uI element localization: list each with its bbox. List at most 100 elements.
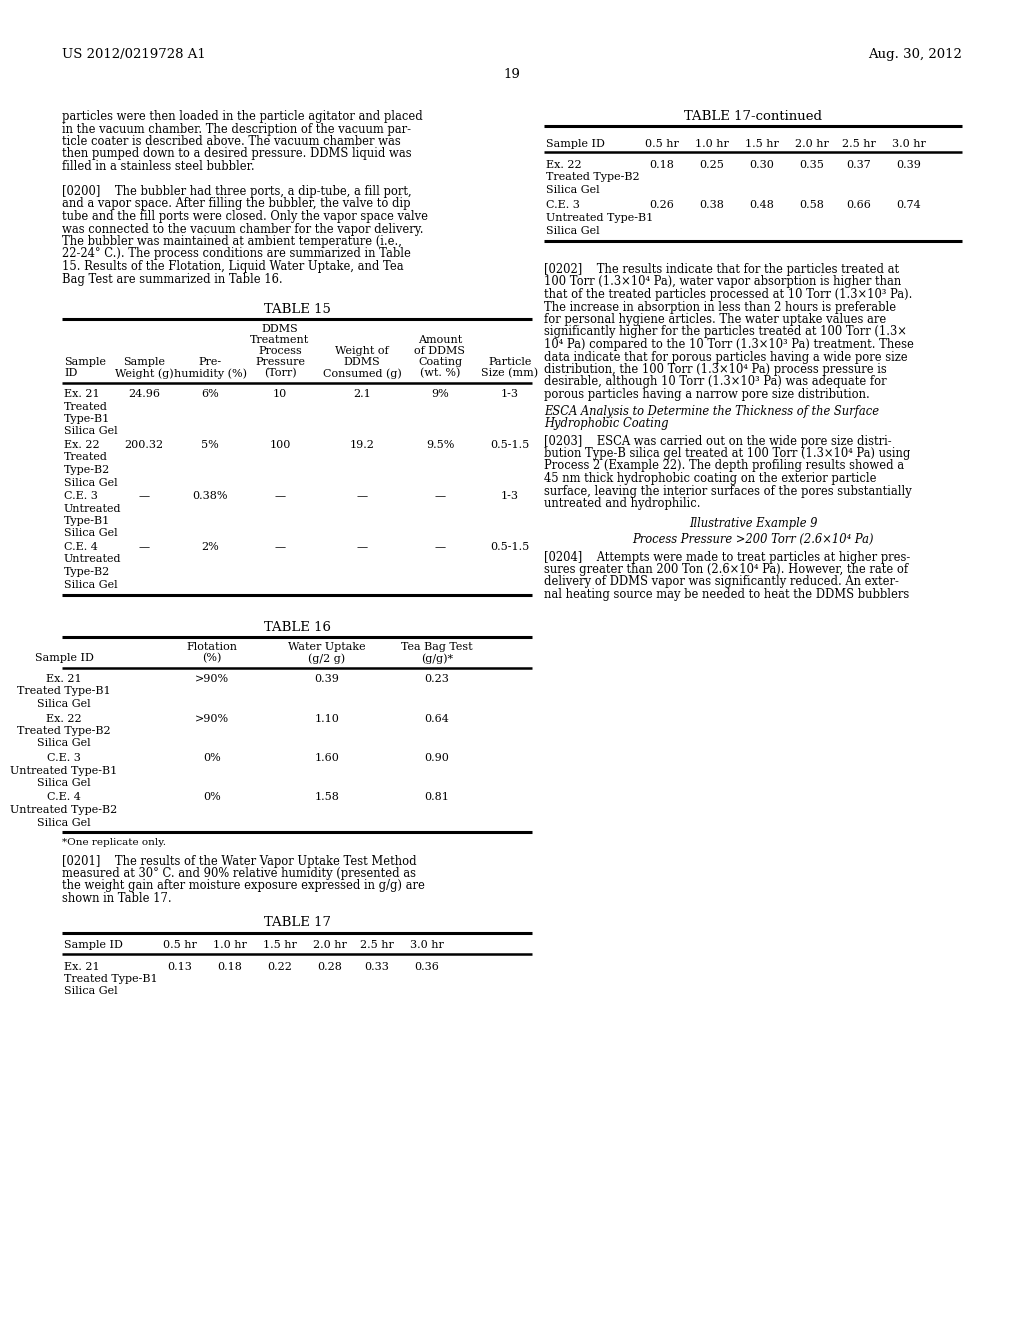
Text: 0.81: 0.81 xyxy=(425,792,450,803)
Text: 0.28: 0.28 xyxy=(317,961,342,972)
Text: Type-B1: Type-B1 xyxy=(63,516,111,525)
Text: The increase in absorption in less than 2 hours is preferable: The increase in absorption in less than … xyxy=(544,301,896,314)
Text: Untreated Type-B1: Untreated Type-B1 xyxy=(546,213,653,223)
Text: 0.25: 0.25 xyxy=(699,160,724,170)
Text: Type-B1: Type-B1 xyxy=(63,414,111,424)
Text: US 2012/0219728 A1: US 2012/0219728 A1 xyxy=(62,48,206,61)
Text: measured at 30° C. and 90% relative humidity (presented as: measured at 30° C. and 90% relative humi… xyxy=(62,867,416,880)
Text: >90%: >90% xyxy=(195,675,229,684)
Text: —: — xyxy=(274,491,286,502)
Text: desirable, although 10 Torr (1.3×10³ Pa) was adequate for: desirable, although 10 Torr (1.3×10³ Pa)… xyxy=(544,375,887,388)
Text: Treated Type-B1: Treated Type-B1 xyxy=(17,686,111,697)
Text: 0.39: 0.39 xyxy=(897,160,922,170)
Text: 6%: 6% xyxy=(201,389,219,399)
Text: [0201]    The results of the Water Vapor Uptake Test Method: [0201] The results of the Water Vapor Up… xyxy=(62,854,417,867)
Text: Aug. 30, 2012: Aug. 30, 2012 xyxy=(868,48,962,61)
Text: 0.36: 0.36 xyxy=(415,961,439,972)
Text: untreated and hydrophilic.: untreated and hydrophilic. xyxy=(544,498,700,510)
Text: 10: 10 xyxy=(272,389,287,399)
Text: Treated: Treated xyxy=(63,453,108,462)
Text: DDMS: DDMS xyxy=(261,323,298,334)
Text: 45 nm thick hydrophobic coating on the exterior particle: 45 nm thick hydrophobic coating on the e… xyxy=(544,473,877,484)
Text: 0.39: 0.39 xyxy=(314,675,339,684)
Text: particles were then loaded in the particle agitator and placed: particles were then loaded in the partic… xyxy=(62,110,423,123)
Text: Treated Type-B2: Treated Type-B2 xyxy=(17,726,111,737)
Text: (%): (%) xyxy=(203,653,221,664)
Text: Silica Gel: Silica Gel xyxy=(37,700,91,709)
Text: 0.33: 0.33 xyxy=(365,961,389,972)
Text: 9%: 9% xyxy=(431,389,449,399)
Text: —: — xyxy=(274,543,286,552)
Text: 0.64: 0.64 xyxy=(425,714,450,723)
Text: (g/2 g): (g/2 g) xyxy=(308,653,345,664)
Text: surface, leaving the interior surfaces of the pores substantially: surface, leaving the interior surfaces o… xyxy=(544,484,911,498)
Text: 0.5 hr: 0.5 hr xyxy=(163,940,197,950)
Text: of DDMS: of DDMS xyxy=(415,346,466,356)
Text: delivery of DDMS vapor was significantly reduced. An exter-: delivery of DDMS vapor was significantly… xyxy=(544,576,899,589)
Text: Treatment: Treatment xyxy=(251,335,309,345)
Text: and a vapor space. After filling the bubbler, the valve to dip: and a vapor space. After filling the bub… xyxy=(62,198,411,210)
Text: 0.90: 0.90 xyxy=(425,752,450,763)
Text: data indicate that for porous particles having a wide pore size: data indicate that for porous particles … xyxy=(544,351,907,363)
Text: Treated Type-B1: Treated Type-B1 xyxy=(63,974,158,983)
Text: [0204]    Attempts were made to treat particles at higher pres-: [0204] Attempts were made to treat parti… xyxy=(544,550,910,564)
Text: Silica Gel: Silica Gel xyxy=(37,817,91,828)
Text: (g/g)*: (g/g)* xyxy=(421,653,453,664)
Text: 100: 100 xyxy=(269,440,291,450)
Text: [0202]    The results indicate that for the particles treated at: [0202] The results indicate that for the… xyxy=(544,263,899,276)
Text: (Torr): (Torr) xyxy=(264,368,296,379)
Text: tube and the fill ports were closed. Only the vapor space valve: tube and the fill ports were closed. Onl… xyxy=(62,210,428,223)
Text: 0.30: 0.30 xyxy=(750,160,774,170)
Text: ID: ID xyxy=(63,368,78,378)
Text: —: — xyxy=(356,543,368,552)
Text: Hydrophobic Coating: Hydrophobic Coating xyxy=(544,417,669,430)
Text: 10⁴ Pa) compared to the 10 Torr (1.3×10³ Pa) treatment. These: 10⁴ Pa) compared to the 10 Torr (1.3×10³… xyxy=(544,338,913,351)
Text: *One replicate only.: *One replicate only. xyxy=(62,838,166,847)
Text: 0.66: 0.66 xyxy=(847,201,871,210)
Text: Ex. 22: Ex. 22 xyxy=(46,714,82,723)
Text: Coating: Coating xyxy=(418,356,462,367)
Text: 0.37: 0.37 xyxy=(847,160,871,170)
Text: C.E. 4: C.E. 4 xyxy=(63,543,98,552)
Text: 1.0 hr: 1.0 hr xyxy=(213,940,247,950)
Text: 0.22: 0.22 xyxy=(267,961,293,972)
Text: 0%: 0% xyxy=(203,752,221,763)
Text: humidity (%): humidity (%) xyxy=(173,368,247,379)
Text: 1.5 hr: 1.5 hr xyxy=(263,940,297,950)
Text: TABLE 17: TABLE 17 xyxy=(263,916,331,929)
Text: Sample ID: Sample ID xyxy=(35,653,93,663)
Text: 0.74: 0.74 xyxy=(897,201,922,210)
Text: 2%: 2% xyxy=(201,543,219,552)
Text: Weight of: Weight of xyxy=(335,346,389,356)
Text: Ex. 22: Ex. 22 xyxy=(63,440,99,450)
Text: 0.48: 0.48 xyxy=(750,201,774,210)
Text: 2.1: 2.1 xyxy=(353,389,371,399)
Text: 9.5%: 9.5% xyxy=(426,440,455,450)
Text: Size (mm): Size (mm) xyxy=(481,368,539,379)
Text: 1.10: 1.10 xyxy=(314,714,339,723)
Text: Consumed (g): Consumed (g) xyxy=(323,368,401,379)
Text: Silica Gel: Silica Gel xyxy=(546,226,600,235)
Text: the weight gain after moisture exposure expressed in g/g) are: the weight gain after moisture exposure … xyxy=(62,879,425,892)
Text: Pressure: Pressure xyxy=(255,356,305,367)
Text: in the vacuum chamber. The description of the vacuum par-: in the vacuum chamber. The description o… xyxy=(62,123,411,136)
Text: 2.5 hr: 2.5 hr xyxy=(842,139,876,149)
Text: filled in a stainless steel bubbler.: filled in a stainless steel bubbler. xyxy=(62,160,255,173)
Text: 0.38%: 0.38% xyxy=(193,491,227,502)
Text: 0.5 hr: 0.5 hr xyxy=(645,139,679,149)
Text: ticle coater is described above. The vacuum chamber was: ticle coater is described above. The vac… xyxy=(62,135,400,148)
Text: shown in Table 17.: shown in Table 17. xyxy=(62,892,172,906)
Text: nal heating source may be needed to heat the DDMS bubblers: nal heating source may be needed to heat… xyxy=(544,587,909,601)
Text: Weight (g): Weight (g) xyxy=(115,368,173,379)
Text: Untreated Type-B2: Untreated Type-B2 xyxy=(10,805,118,814)
Text: 1-3: 1-3 xyxy=(501,491,519,502)
Text: 5%: 5% xyxy=(201,440,219,450)
Text: Sample: Sample xyxy=(123,356,165,367)
Text: Flotation: Flotation xyxy=(186,642,238,652)
Text: 19: 19 xyxy=(504,69,520,81)
Text: Sample ID: Sample ID xyxy=(63,940,123,950)
Text: for personal hygiene articles. The water uptake values are: for personal hygiene articles. The water… xyxy=(544,313,886,326)
Text: Ex. 21: Ex. 21 xyxy=(46,675,82,684)
Text: 0.13: 0.13 xyxy=(168,961,193,972)
Text: Untreated Type-B1: Untreated Type-B1 xyxy=(10,766,118,776)
